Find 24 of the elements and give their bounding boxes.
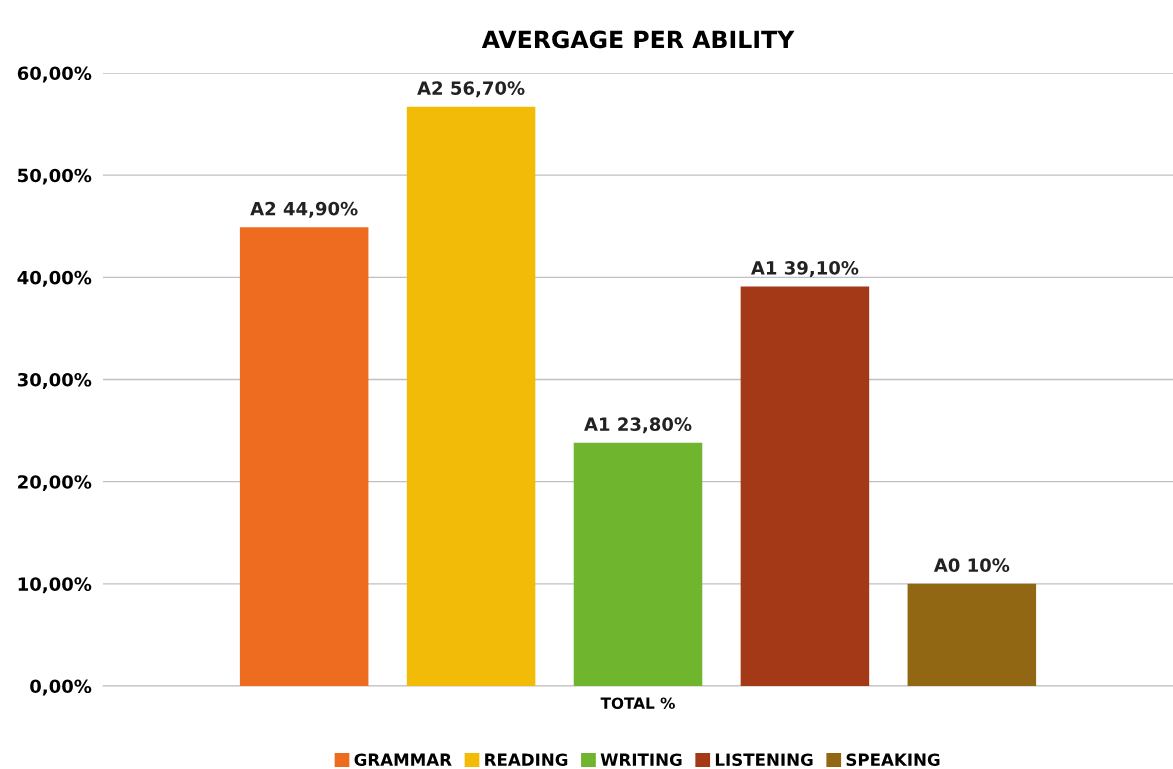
data-label: A1 39,10% <box>751 261 859 277</box>
y-tick-label: 20,00% <box>18 475 92 492</box>
bar <box>239 227 369 686</box>
bar <box>406 106 536 686</box>
legend-label: GRAMMAR <box>354 753 452 767</box>
legend-label: SPEAKING <box>846 753 940 767</box>
legend-label: READING <box>485 753 568 767</box>
y-tick-label: 0,00% <box>30 679 92 696</box>
chart-title: AVERGAGE PER ABILITY <box>481 30 795 49</box>
data-label: A2 56,70% <box>417 81 525 98</box>
legend-label: WRITING <box>600 753 682 767</box>
data-label: A0 10% <box>933 558 1010 572</box>
x-tick-label: TOTAL % <box>600 697 675 709</box>
bar <box>907 583 1037 686</box>
y-tick-label: 50,00% <box>18 168 92 185</box>
bar <box>573 442 703 686</box>
data-label: A2 44,90% <box>250 201 358 218</box>
bar <box>740 286 870 686</box>
y-tick-label: 10,00% <box>18 577 92 594</box>
y-tick-label: 60,00% <box>17 66 92 83</box>
data-label: A1 23,80% <box>584 417 692 434</box>
y-tick-label: 40,00% <box>17 270 92 287</box>
legend-label: LISTENING <box>715 753 813 767</box>
y-tick-label: 30,00% <box>17 372 92 389</box>
